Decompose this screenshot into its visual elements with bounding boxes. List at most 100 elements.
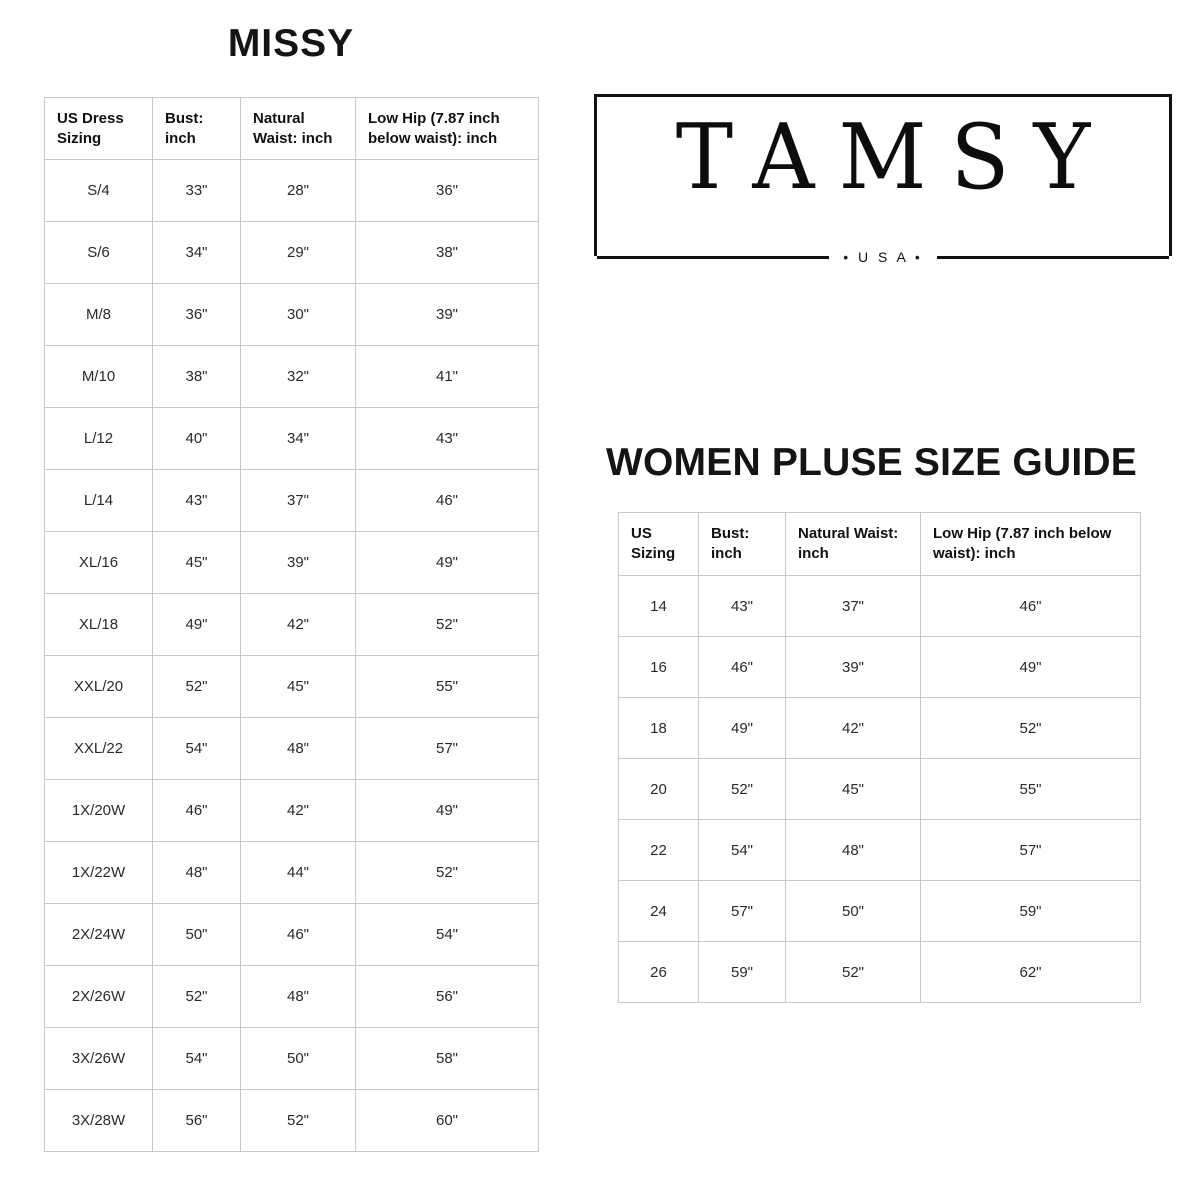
cell-waist: 42" [240,593,356,656]
cell-bust: 43" [152,469,241,532]
table-row: 18 49" 42" 52" [618,697,1141,759]
cell-waist: 42" [785,697,921,759]
cell-waist: 29" [240,221,356,284]
cell-bust: 46" [152,779,241,842]
tamsy-wordmark: TAMSY [675,105,1115,210]
rule-left-segment [597,256,830,259]
column-header-low-hip: Low Hip (7.87 inch below waist): inch [920,512,1141,576]
cell-bust: 54" [152,717,241,780]
table-row: L/14 43" 37" 46" [44,469,539,532]
cell-bust: 52" [152,965,241,1028]
cell-waist: 46" [240,903,356,966]
missy-section-title: MISSY [227,22,355,65]
cell-size: 3X/28W [44,1089,153,1152]
cell-hip: 46" [355,469,539,532]
cell-size: M/8 [44,283,153,346]
column-header-low-hip: Low Hip (7.87 inch below waist): inch [355,97,539,160]
cell-waist: 48" [240,717,356,780]
table-row: XL/16 45" 39" 49" [44,531,539,594]
cell-hip: 36" [355,159,539,222]
cell-hip: 57" [920,819,1141,881]
cell-hip: 49" [355,779,539,842]
cell-size: 1X/22W [44,841,153,904]
cell-waist: 52" [240,1089,356,1152]
cell-size: S/4 [44,159,153,222]
cell-hip: 57" [355,717,539,780]
table-row: 22 54" 48" 57" [618,819,1141,881]
cell-waist: 44" [240,841,356,904]
cell-bust: 36" [152,283,241,346]
tamsy-brand-logo: TAMSY • U S A • [594,94,1172,264]
cell-waist: 42" [240,779,356,842]
cell-bust: 52" [698,758,786,820]
cell-waist: 45" [240,655,356,718]
cell-bust: 56" [152,1089,241,1152]
table-header-row: US Dress Sizing Bust: inch Natural Waist… [44,97,539,160]
cell-hip: 55" [920,758,1141,820]
table-row: 14 43" 37" 46" [618,575,1141,637]
cell-size: 3X/26W [44,1027,153,1090]
cell-hip: 56" [355,965,539,1028]
table-row: 1X/22W 48" 44" 52" [44,841,539,904]
cell-hip: 58" [355,1027,539,1090]
cell-hip: 52" [355,593,539,656]
cell-hip: 52" [355,841,539,904]
cell-size: XXL/22 [44,717,153,780]
cell-bust: 50" [152,903,241,966]
cell-waist: 39" [785,636,921,698]
table-row: 3X/26W 54" 50" 58" [44,1027,539,1090]
table-row: S/4 33" 28" 36" [44,159,539,222]
column-header-bust: Bust: inch [152,97,241,160]
cell-bust: 38" [152,345,241,408]
cell-bust: 49" [698,697,786,759]
cell-waist: 52" [785,941,921,1003]
logo-bottom-rule: • U S A • [597,249,1170,264]
cell-waist: 50" [240,1027,356,1090]
cell-waist: 48" [785,819,921,881]
cell-size: L/14 [44,469,153,532]
cell-bust: 52" [152,655,241,718]
cell-hip: 46" [920,575,1141,637]
cell-waist: 37" [785,575,921,637]
cell-bust: 33" [152,159,241,222]
cell-hip: 62" [920,941,1141,1003]
cell-hip: 49" [920,636,1141,698]
table-row: S/6 34" 29" 38" [44,221,539,284]
cell-bust: 49" [152,593,241,656]
cell-hip: 49" [355,531,539,594]
missy-size-table: US Dress Sizing Bust: inch Natural Waist… [44,97,539,1152]
cell-waist: 45" [785,758,921,820]
cell-bust: 54" [152,1027,241,1090]
column-header-natural-waist: Natural Waist: inch [240,97,356,160]
cell-bust: 43" [698,575,786,637]
cell-size: M/10 [44,345,153,408]
cell-bust: 54" [698,819,786,881]
table-header-row: US Sizing Bust: inch Natural Waist: inch… [618,512,1141,576]
table-row: L/12 40" 34" 43" [44,407,539,470]
cell-bust: 40" [152,407,241,470]
rule-right-segment [936,256,1170,259]
cell-hip: 38" [355,221,539,284]
cell-waist: 30" [240,283,356,346]
tamsy-usa-label: • U S A • [829,249,937,264]
cell-size: 22 [618,819,699,881]
column-header-bust: Bust: inch [698,512,786,576]
cell-bust: 57" [698,880,786,942]
table-row: XXL/22 54" 48" 57" [44,717,539,780]
cell-waist: 34" [240,407,356,470]
cell-waist: 32" [240,345,356,408]
plus-table-body: 14 43" 37" 46" 16 46" 39" 49" 18 49" 42"… [618,575,1141,1003]
table-row: 20 52" 45" 55" [618,758,1141,820]
table-row: 16 46" 39" 49" [618,636,1141,698]
cell-hip: 43" [355,407,539,470]
cell-hip: 39" [355,283,539,346]
cell-size: 1X/20W [44,779,153,842]
cell-waist: 37" [240,469,356,532]
cell-hip: 52" [920,697,1141,759]
cell-size: S/6 [44,221,153,284]
column-header-us-sizing: US Dress Sizing [44,97,153,160]
cell-hip: 59" [920,880,1141,942]
missy-table-head: US Dress Sizing Bust: inch Natural Waist… [44,97,539,160]
cell-bust: 48" [152,841,241,904]
